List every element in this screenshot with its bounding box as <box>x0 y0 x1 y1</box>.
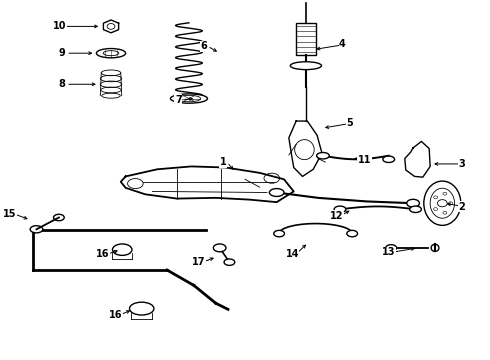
Polygon shape <box>289 121 322 176</box>
Ellipse shape <box>270 189 284 197</box>
Text: 17: 17 <box>192 257 205 267</box>
Text: 16: 16 <box>109 310 122 320</box>
Bar <box>296 23 316 55</box>
Ellipse shape <box>383 156 394 162</box>
Text: 14: 14 <box>286 249 299 259</box>
Polygon shape <box>103 20 119 33</box>
Ellipse shape <box>171 94 207 103</box>
Ellipse shape <box>213 244 226 252</box>
Text: 8: 8 <box>59 79 66 89</box>
Text: 2: 2 <box>459 202 465 212</box>
Ellipse shape <box>53 214 64 221</box>
Text: 6: 6 <box>200 41 207 51</box>
Ellipse shape <box>224 259 235 265</box>
Ellipse shape <box>30 226 43 233</box>
Text: 13: 13 <box>382 247 395 257</box>
Ellipse shape <box>274 230 285 237</box>
Text: 4: 4 <box>339 39 346 49</box>
Ellipse shape <box>290 62 321 69</box>
Ellipse shape <box>407 199 419 207</box>
Text: 1: 1 <box>220 157 226 167</box>
Polygon shape <box>405 141 430 177</box>
Text: 7: 7 <box>175 95 182 105</box>
Ellipse shape <box>410 206 421 212</box>
Ellipse shape <box>386 245 396 251</box>
Polygon shape <box>121 166 294 202</box>
Text: 10: 10 <box>53 21 67 31</box>
Text: 12: 12 <box>330 211 343 221</box>
Ellipse shape <box>334 206 346 212</box>
Ellipse shape <box>424 181 461 225</box>
Ellipse shape <box>97 49 125 58</box>
Text: 16: 16 <box>96 249 109 259</box>
Ellipse shape <box>347 230 358 237</box>
Ellipse shape <box>317 153 329 159</box>
Text: 11: 11 <box>358 156 371 165</box>
Text: 3: 3 <box>459 159 465 169</box>
Text: 5: 5 <box>346 118 353 128</box>
Text: 15: 15 <box>3 209 17 219</box>
Text: 9: 9 <box>59 48 66 58</box>
